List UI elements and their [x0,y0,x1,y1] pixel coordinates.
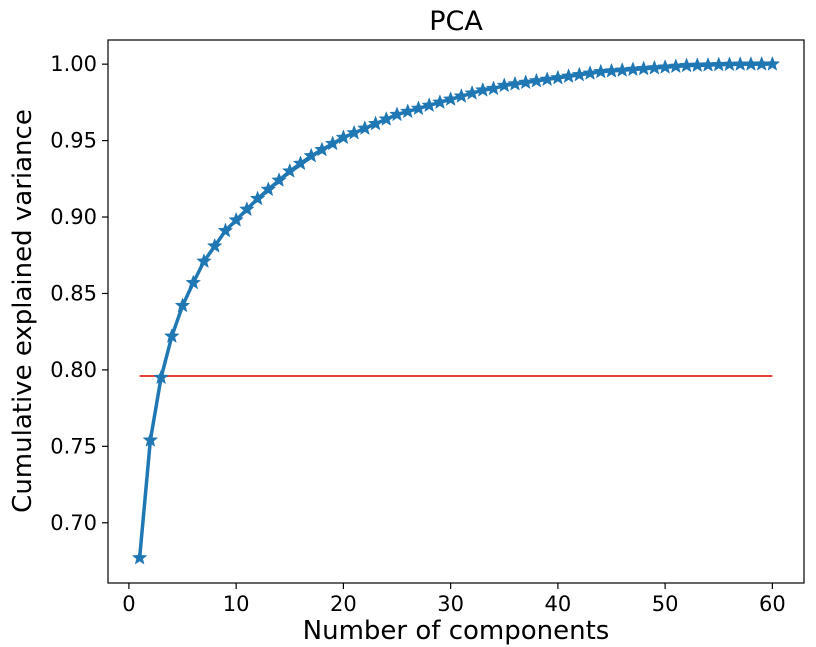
data-point-star [131,549,148,565]
data-point-star [153,369,169,385]
y-axis-label: Cumulative explained variance [8,109,38,513]
data-point-star [271,172,287,187]
data-point-star [442,91,459,106]
data-point-star [324,135,341,151]
data-point-star [292,155,309,171]
y-tick-label: 1.00 [50,52,97,76]
data-point-star [281,162,298,178]
y-tick-label: 0.80 [50,358,97,382]
data-point-star [228,211,244,227]
data-point-star [764,55,781,71]
data-point-star [260,181,277,197]
data-point-star [217,222,234,238]
data-point-star [335,129,352,145]
data-point-star [174,297,191,313]
x-tick-label: 50 [652,592,679,616]
data-point-star [432,94,448,110]
x-tick-label: 10 [223,592,250,616]
data-point-star [378,110,395,126]
x-tick-label: 0 [122,592,135,616]
plot-frame [107,39,805,584]
data-point-star [314,141,330,157]
chart-title: PCA [429,6,483,37]
data-point-star [399,103,416,119]
data-point-star [142,432,159,447]
x-axis-label: Number of components [303,616,610,646]
x-tick-label: 60 [759,592,786,616]
y-tick-label: 0.95 [50,129,97,153]
y-axis: 0.70 0.75 0.80 0.85 0.90 0.95 1.00 [50,52,108,535]
x-axis: 0 10 20 30 40 50 60 [122,583,786,616]
data-point-star [485,80,502,96]
y-tick-label: 0.70 [50,511,97,535]
data-point-star [421,97,437,113]
series-group [131,55,781,565]
data-point-star [367,115,384,131]
data-point-star [357,120,373,135]
x-tick-label: 20 [330,592,357,616]
data-point-star [196,253,212,268]
y-tick-label: 0.85 [50,281,97,305]
data-point-star [389,106,405,122]
data-point-star [185,274,202,290]
y-tick-label: 0.75 [50,434,97,458]
x-tick-label: 30 [437,592,464,616]
data-point-star [206,237,223,253]
data-point-star [346,124,362,140]
data-point-star [164,328,180,343]
x-tick-label: 40 [545,592,572,616]
data-point-star [410,100,427,116]
data-point-star [239,201,255,217]
data-point-star [464,85,480,100]
y-tick-label: 0.90 [50,205,97,229]
data-point-star [453,88,470,103]
data-point-star [249,190,266,206]
data-point-star [303,147,320,163]
